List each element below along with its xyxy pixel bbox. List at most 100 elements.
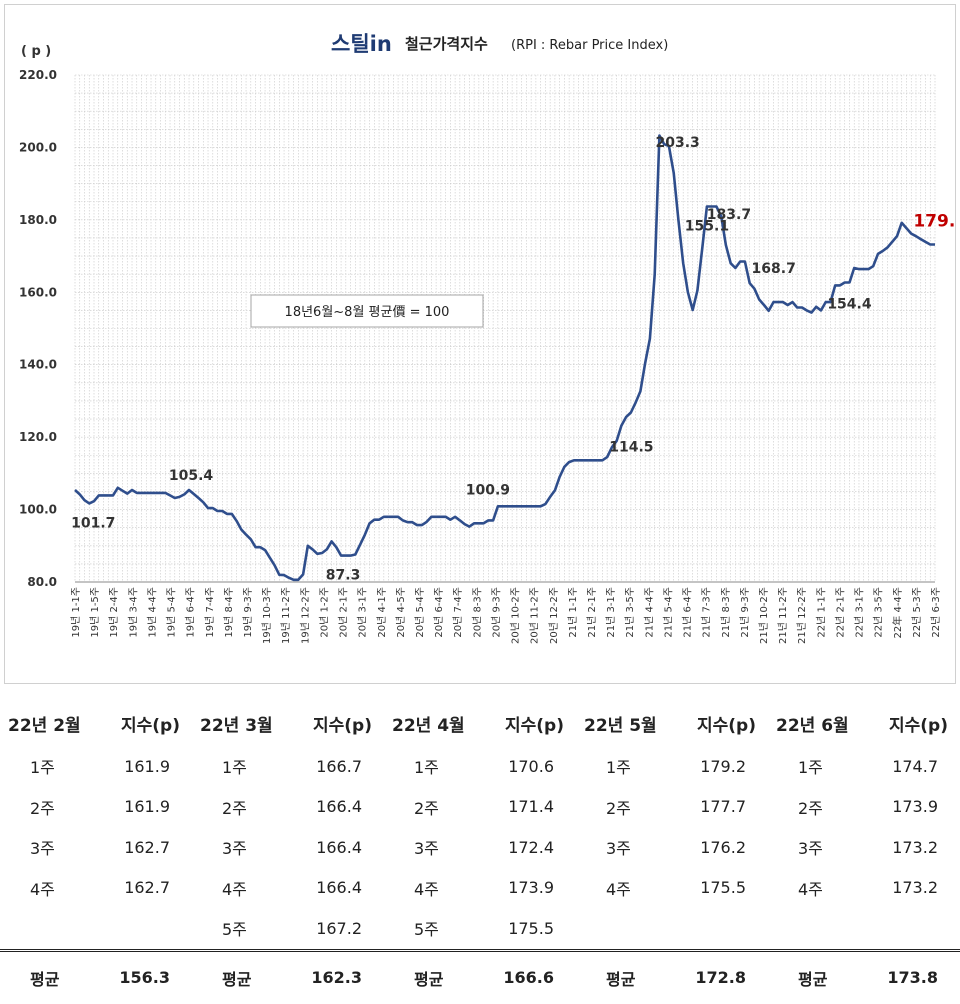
table-cell-value: 175.5 <box>700 878 746 898</box>
y-tick-label: 100.0 <box>19 503 57 517</box>
table-cell-week: 4주 <box>606 879 631 899</box>
table-cell-value: 179.2 <box>700 756 746 776</box>
table-row: 4주 162.7 4주 166.4 4주 173.9 4주 175.5 4주 173.2 <box>0 868 960 909</box>
data-label: 100.9 <box>466 482 510 498</box>
x-tick-label: 20년 10-2주 <box>510 587 522 644</box>
x-tick-label: 20년 4-5주 <box>395 587 407 638</box>
x-tick-label: 21년 9-3주 <box>739 587 751 638</box>
table-cell-week: 평균 <box>576 948 672 1004</box>
x-tick-label: 21년 3-5주 <box>624 587 636 638</box>
table-cell-week: 3주 <box>606 839 631 859</box>
y-tick-label: 120.0 <box>19 430 57 444</box>
x-tick-label: 22년 6-3주 <box>930 587 942 638</box>
data-label: 155.1 <box>685 218 729 234</box>
x-tick-label: 20년 5-4주 <box>414 587 426 638</box>
x-tick-label: 19년 9-3주 <box>242 587 254 638</box>
table-row: 3주 162.7 3주 166.4 3주 172.4 3주 176.2 3주 173.2 <box>0 827 960 868</box>
logo-text: 스틸in <box>331 32 392 56</box>
note-text: 18년6월~8월 평균價 = 100 <box>285 305 450 320</box>
data-label: 105.4 <box>169 468 214 484</box>
x-tick-label: 22년 3-5주 <box>873 587 885 638</box>
table-cell-value: 166.4 <box>316 878 362 898</box>
table-cell-value: 175.5 <box>508 918 554 938</box>
table-cell-week: 3주 <box>798 839 823 859</box>
x-axis-ticks: 19년 1-1주 19년 1-5주 19년 2-4주 19년 3-4주 19년 4-4주… <box>70 587 942 644</box>
x-tick-label: 19년 1-1주 <box>70 587 82 638</box>
rebar-price-chart: 스틸in 철근가격지수 (RPI : Rebar Price Index) ( … <box>19 5 955 644</box>
x-tick-label: 22년 3-1주 <box>854 587 866 638</box>
x-tick-label: 20년 1-2주 <box>318 587 330 638</box>
table-cell-value: 162.7 <box>124 878 170 898</box>
y-axis-unit: ( p ) <box>21 44 51 59</box>
x-tick-label: 19년 4-4주 <box>146 587 158 638</box>
table-cell-week: 3주 <box>30 839 55 859</box>
table-cell-value: 166.4 <box>316 837 362 857</box>
table-cell-week: 평균 <box>384 948 480 1004</box>
table-cell-value: 172.4 <box>508 837 554 857</box>
x-tick-label: 20년 2-1주 <box>338 587 350 638</box>
x-tick-label: 22년 5-3주 <box>911 587 923 638</box>
table-cell-value <box>96 908 192 950</box>
table-cell-value <box>864 908 960 950</box>
x-tick-label: 22년 1-1주 <box>815 587 827 638</box>
y-axis-ticks: 80.0 100.0 120.0 140.0 160.0 180.0 200.0 220.0 <box>19 68 57 589</box>
chart-title: 철근가격지수 <box>405 35 488 53</box>
table-cell-value: 176.2 <box>700 837 746 857</box>
table-cell-value: 170.6 <box>508 756 554 776</box>
x-tick-label: 20년 11-2주 <box>529 587 541 644</box>
x-tick-label: 21년 5-4주 <box>662 587 674 638</box>
weekly-index-table: 22년 2월 지수(p) 22년 3월 지수(p) 22년 4월 지수(p) 22년 5월 지… <box>0 700 960 1004</box>
x-tick-label: 21년 2-1주 <box>586 587 598 638</box>
table-cell-week: 2주 <box>222 798 247 818</box>
table-cell-week: 2주 <box>30 798 55 818</box>
y-tick-label: 160.0 <box>19 285 57 299</box>
table-cell-value: 156.3 <box>96 948 192 1004</box>
table-cell-week: 1주 <box>606 758 631 778</box>
table-cell-value: 166.6 <box>480 948 576 1004</box>
x-tick-label: 20년 6-4주 <box>433 587 445 638</box>
table-header-row: 22년 2월 지수(p) 22년 3월 지수(p) 22년 4월 지수(p) 22년 5월 지… <box>0 700 960 746</box>
table-cell-week: 평균 <box>768 948 864 1004</box>
x-tick-label: 21년 4-4주 <box>643 587 655 638</box>
x-tick-label: 21년 8-3주 <box>720 587 732 638</box>
x-tick-label: 19년 11-2주 <box>280 587 292 644</box>
x-tick-label: 21년 7-3주 <box>701 587 713 638</box>
table-cell-week <box>576 908 672 950</box>
table-cell-value: 161.9 <box>124 797 170 817</box>
x-tick-label: 21년 12-2주 <box>796 587 808 644</box>
table-cell-week: 4주 <box>414 879 439 899</box>
y-tick-label: 80.0 <box>27 575 57 589</box>
y-tick-label: 140.0 <box>19 358 57 372</box>
x-tick-label: 20년 12-2주 <box>548 587 560 644</box>
table-cell-value: 177.7 <box>700 797 746 817</box>
x-tick-label: 20년 8-3주 <box>471 587 483 638</box>
x-tick-label: 21년 6-4주 <box>682 587 694 638</box>
table-cell-value: 166.7 <box>316 756 362 776</box>
data-label: 173.2 <box>943 5 955 9</box>
table-header-index: 지수(p) <box>313 715 372 736</box>
table-cell-value: 172.8 <box>672 948 768 1004</box>
x-tick-label: 19년 6-4주 <box>185 587 197 638</box>
table-cell-value: 162.7 <box>124 837 170 857</box>
table-cell-week <box>768 908 864 950</box>
table-cell-week <box>0 908 96 950</box>
data-label: 179.2 <box>913 211 955 231</box>
table-cell-value <box>672 908 768 950</box>
x-tick-label: 22년 2-1주 <box>834 587 846 638</box>
x-tick-label: 20년 7-4주 <box>452 587 464 638</box>
table-row: 5주 167.2 5주 175.5 <box>0 908 960 950</box>
table-header-month: 22년 3월 <box>200 715 273 736</box>
table-cell-week: 2주 <box>606 798 631 818</box>
table-cell-week: 평균 <box>0 948 96 1004</box>
table-cell-value: 161.9 <box>124 756 170 776</box>
chart-container: 스틸in 철근가격지수 (RPI : Rebar Price Index) ( … <box>4 4 956 684</box>
table-row: 1주 161.9 1주 166.7 1주 170.6 1주 179.2 1주 174.7 <box>0 746 960 787</box>
x-tick-label: 19년 5-4주 <box>166 587 178 638</box>
table-cell-week: 4주 <box>222 879 247 899</box>
data-label: 154.4 <box>827 297 872 313</box>
table-header-index: 지수(p) <box>889 715 948 736</box>
table-average-row: 평균 156.3 평균 162.3 평균 166.6 평균 172.8 평균 173.8 <box>0 948 960 1004</box>
table-cell-week: 4주 <box>30 879 55 899</box>
table-cell-value: 162.3 <box>288 948 384 1004</box>
table-cell-value: 167.2 <box>316 918 362 938</box>
